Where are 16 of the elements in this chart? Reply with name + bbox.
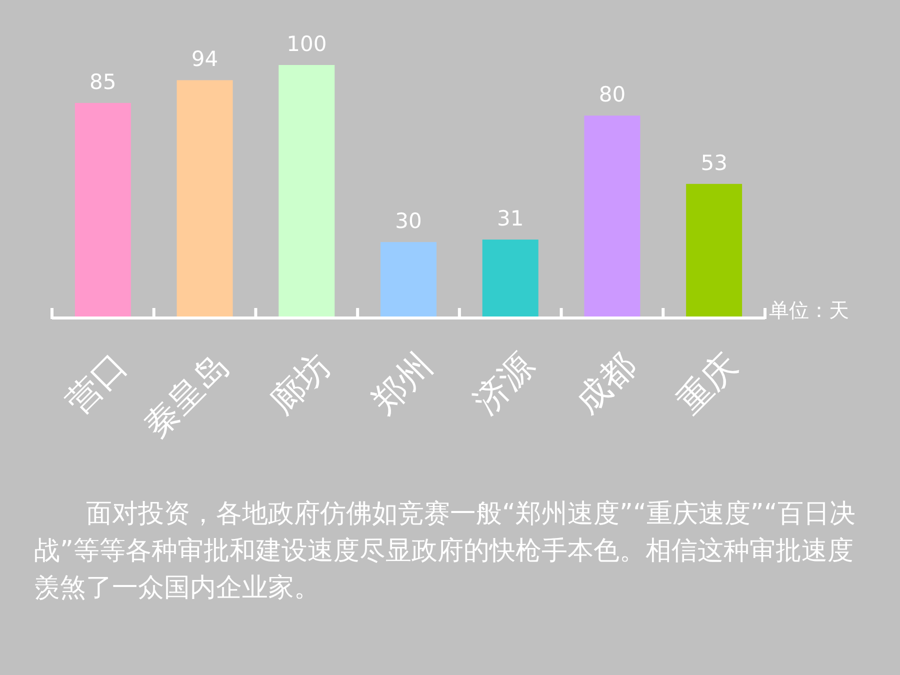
data-label: 31 xyxy=(496,206,524,231)
data-label: 80 xyxy=(598,82,626,107)
data-label: 94 xyxy=(191,47,218,72)
x-tick-label: 郑州 xyxy=(364,346,440,422)
data-label: 100 xyxy=(286,32,327,56)
x-tick-label: 秦皇岛 xyxy=(136,346,237,446)
x-tick-label: 营口 xyxy=(58,346,135,422)
data-label: 30 xyxy=(395,209,422,234)
x-tick-label: 济源 xyxy=(466,346,542,422)
data-label: 85 xyxy=(90,70,116,94)
y-axis-title: 单位：天 xyxy=(769,298,849,322)
x-tick-label: 成都 xyxy=(568,346,644,422)
x-tick-label: 重庆 xyxy=(670,346,746,422)
data-label: 53 xyxy=(700,150,728,175)
text: 面对投资，各地政府仿佛如竞赛一般“郑州速度”“重庆速度”“百日决战”等等各种审批和建设速度尽显政府的快枪手本色。相信这种审批速度羡煞了一众国内企业家。 xyxy=(34,498,856,605)
x-tick-label: 廊坊 xyxy=(262,346,339,422)
